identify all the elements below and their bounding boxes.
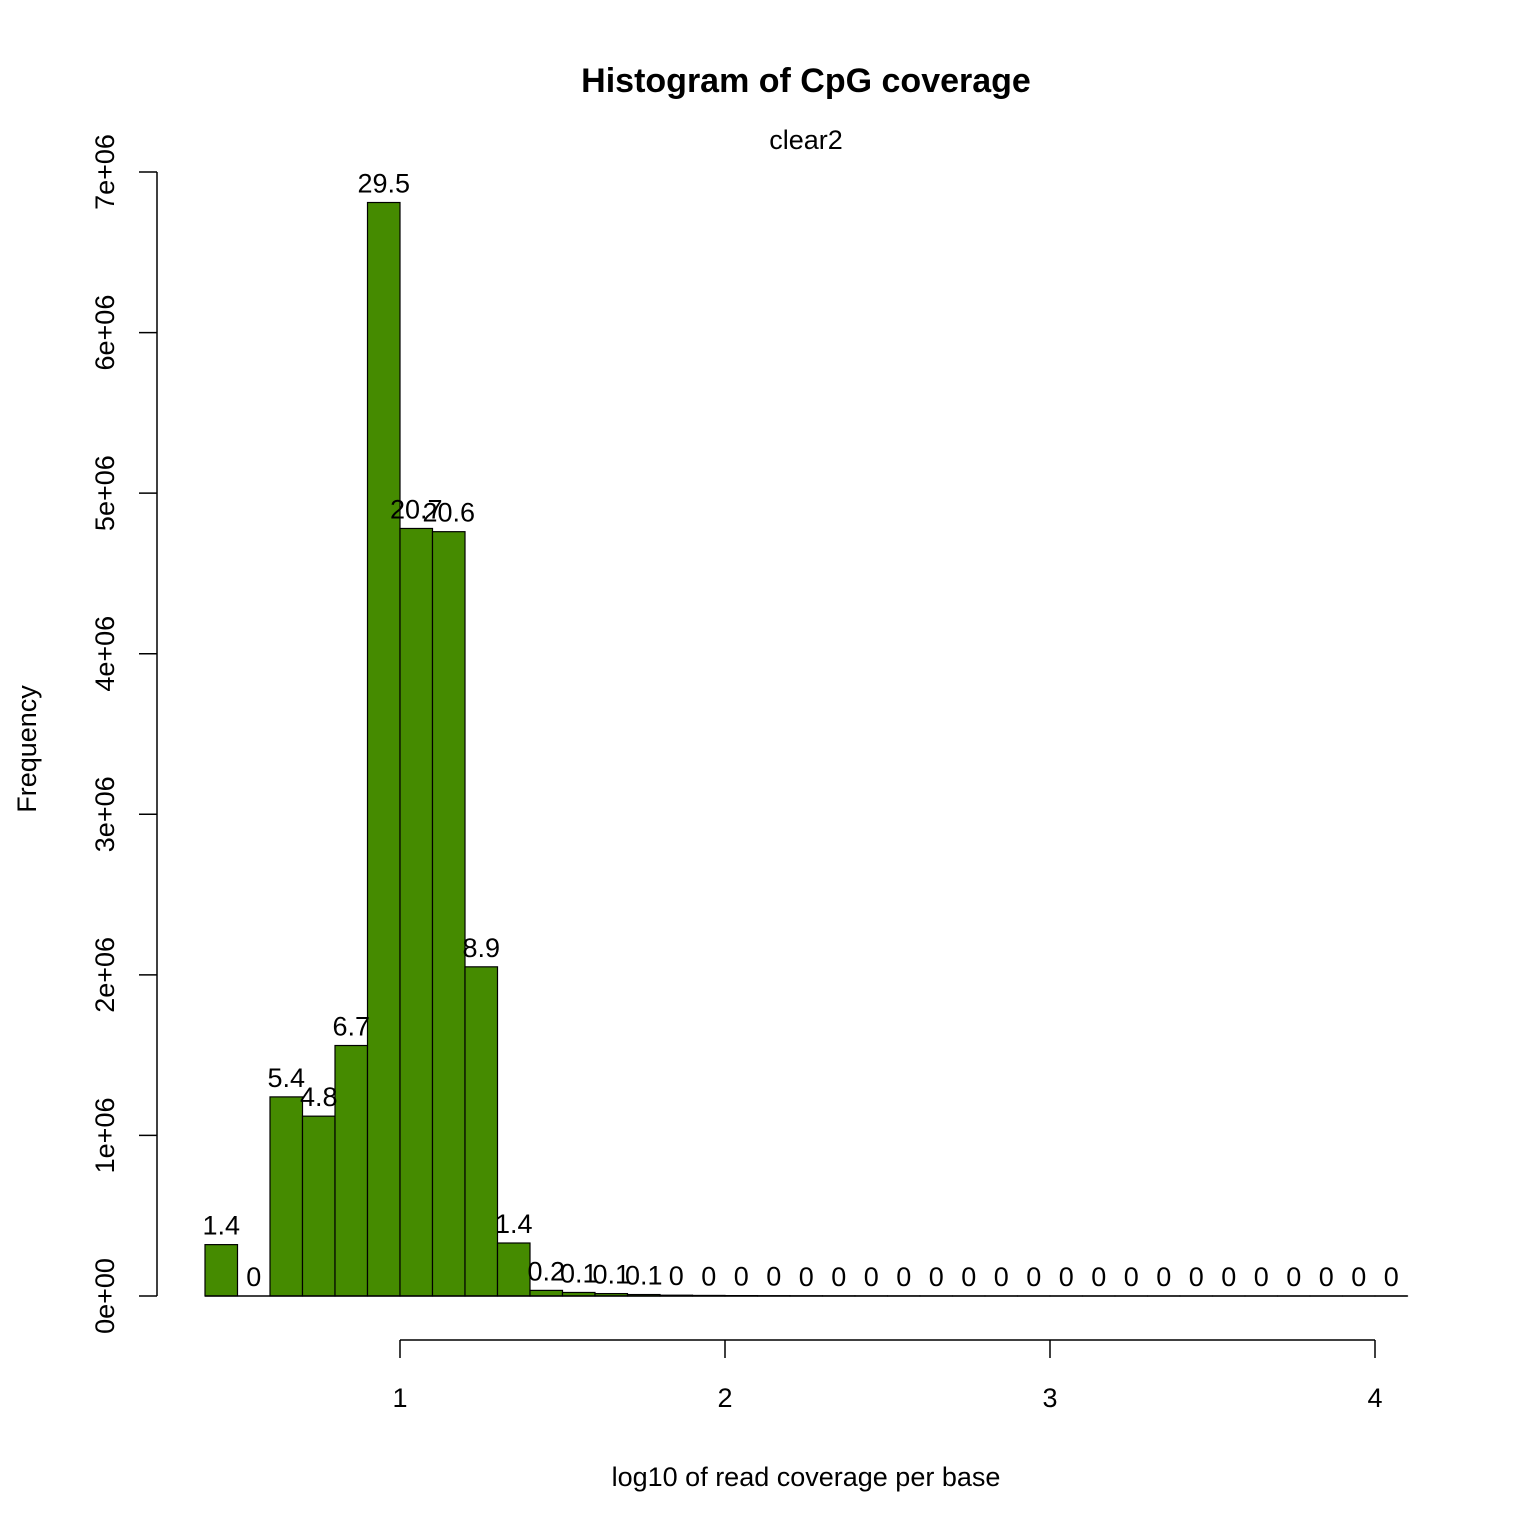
bar-percent-label: 0 — [1221, 1262, 1236, 1292]
bar-percent-label: 5.4 — [267, 1063, 305, 1093]
histogram-bar — [529, 1289, 564, 1297]
bar-percent-label: 0 — [896, 1262, 911, 1292]
bar-percent-label: 0 — [799, 1262, 814, 1292]
y-tick-label: 5e+06 — [90, 455, 120, 531]
bar-percent-label: 0 — [734, 1262, 749, 1292]
histogram-bar — [204, 1244, 239, 1297]
bar-percent-label: 29.5 — [357, 169, 410, 199]
x-axis: 1 2 3 4 — [205, 1295, 1408, 1413]
histogram-bar — [464, 966, 499, 1297]
bar-labels-group: 1.405.44.86.729.520.720.68.91.40.20.10.1… — [202, 169, 1398, 1292]
bar-percent-label: 0.1 — [560, 1258, 598, 1288]
bar-percent-label: 0 — [1189, 1262, 1204, 1292]
bar-percent-label: 20.7 — [390, 494, 443, 524]
bar-percent-label: 0 — [766, 1262, 781, 1292]
bar-percent-label: 1.4 — [495, 1209, 533, 1239]
bar-percent-label: 0 — [669, 1261, 684, 1291]
bar-percent-label: 0.1 — [625, 1261, 663, 1291]
bar-percent-label: 6.7 — [332, 1012, 370, 1042]
x-axis-label: log10 of read coverage per base — [612, 1462, 1001, 1492]
y-tick-label: 0e+00 — [90, 1258, 120, 1334]
y-tick-label: 7e+06 — [90, 134, 120, 210]
bar-percent-label: 0 — [1124, 1262, 1139, 1292]
bar-percent-label: 0.1 — [592, 1260, 630, 1290]
bar-percent-label: 0.2 — [527, 1256, 565, 1286]
bar-percent-label: 0 — [1286, 1262, 1301, 1292]
y-axis: 0e+00 1e+06 2e+06 3e+06 4e+06 5e+06 6e+06 7e+06 — [90, 134, 158, 1334]
y-tick-label: 1e+06 — [90, 1098, 120, 1174]
x-tick-label: 1 — [392, 1383, 407, 1413]
histogram-bar — [334, 1044, 369, 1297]
histogram-bar — [269, 1096, 304, 1297]
bar-percent-label: 0 — [246, 1262, 261, 1292]
chart-subtitle: clear2 — [769, 125, 843, 155]
bar-percent-label: 0 — [831, 1262, 846, 1292]
x-tick-label: 3 — [1042, 1383, 1057, 1413]
bar-percent-label: 4.8 — [300, 1082, 338, 1112]
histogram-bar — [496, 1242, 531, 1297]
x-tick-label: 2 — [717, 1383, 732, 1413]
chart-title: Histogram of CpG coverage — [581, 62, 1031, 100]
y-axis-label: Frequency — [12, 685, 42, 813]
histogram-bar — [431, 531, 466, 1297]
bar-percent-label: 0 — [929, 1262, 944, 1292]
bar-percent-label: 1.4 — [202, 1211, 240, 1241]
bar-percent-label: 0 — [1351, 1262, 1366, 1292]
bar-percent-label: 20.6 — [422, 498, 475, 528]
histogram-bar — [399, 527, 434, 1297]
y-tick-label: 6e+06 — [90, 295, 120, 371]
x-tick-label: 4 — [1367, 1383, 1382, 1413]
bar-percent-label: 0 — [961, 1262, 976, 1292]
histogram-bar — [366, 201, 401, 1297]
bar-percent-label: 8.9 — [462, 933, 500, 963]
bar-percent-label: 0 — [1384, 1262, 1399, 1292]
y-tick-label: 4e+06 — [90, 616, 120, 692]
bar-percent-label: 0 — [864, 1262, 879, 1292]
bar-percent-label: 0 — [1319, 1262, 1334, 1292]
bar-percent-label: 0 — [1091, 1262, 1106, 1292]
bar-percent-label: 0 — [1059, 1262, 1074, 1292]
y-tick-label: 3e+06 — [90, 776, 120, 852]
bar-percent-label: 0 — [1254, 1262, 1269, 1292]
bar-percent-label: 0 — [701, 1261, 716, 1291]
histogram-bar — [301, 1115, 336, 1297]
bar-percent-label: 0 — [1026, 1262, 1041, 1292]
bars-group — [204, 201, 1409, 1297]
bar-percent-label: 0 — [1156, 1262, 1171, 1292]
bar-percent-label: 0 — [994, 1262, 1009, 1292]
y-tick-label: 2e+06 — [90, 937, 120, 1013]
